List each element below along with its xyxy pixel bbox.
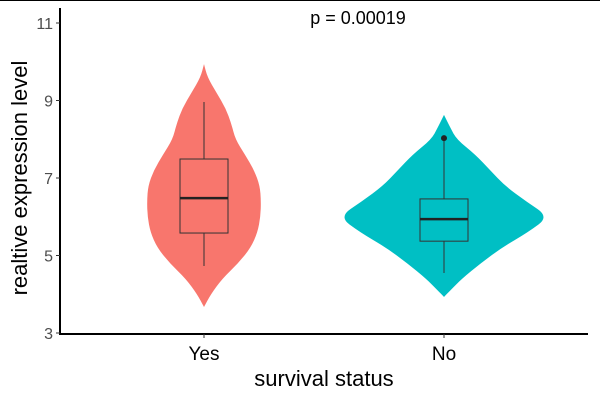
box: [179, 158, 229, 234]
violin-layer: [147, 64, 544, 308]
outlier-point: [441, 135, 447, 142]
violin-shape: [147, 64, 261, 308]
y-tick-label: 3: [44, 326, 53, 343]
y-axis-label: realtive expression level: [7, 61, 32, 296]
x-tick-label: Yes: [189, 344, 220, 365]
top-border: [0, 0, 600, 1]
x-axis-label: survival status: [254, 366, 393, 391]
y-tick-label: 7: [44, 171, 53, 188]
x-tick-label: No: [432, 344, 456, 365]
violin-yes: [147, 64, 261, 308]
violin-no: [344, 114, 544, 297]
y-tick-label: 5: [44, 249, 53, 266]
axes: 3 5 7 9 11 Yes No: [36, 8, 588, 365]
y-tick-label: 9: [44, 94, 53, 111]
violin-shape: [344, 114, 544, 297]
y-tick-label: 11: [36, 16, 53, 33]
p-value-annotation: p = 0.00019: [310, 8, 406, 28]
